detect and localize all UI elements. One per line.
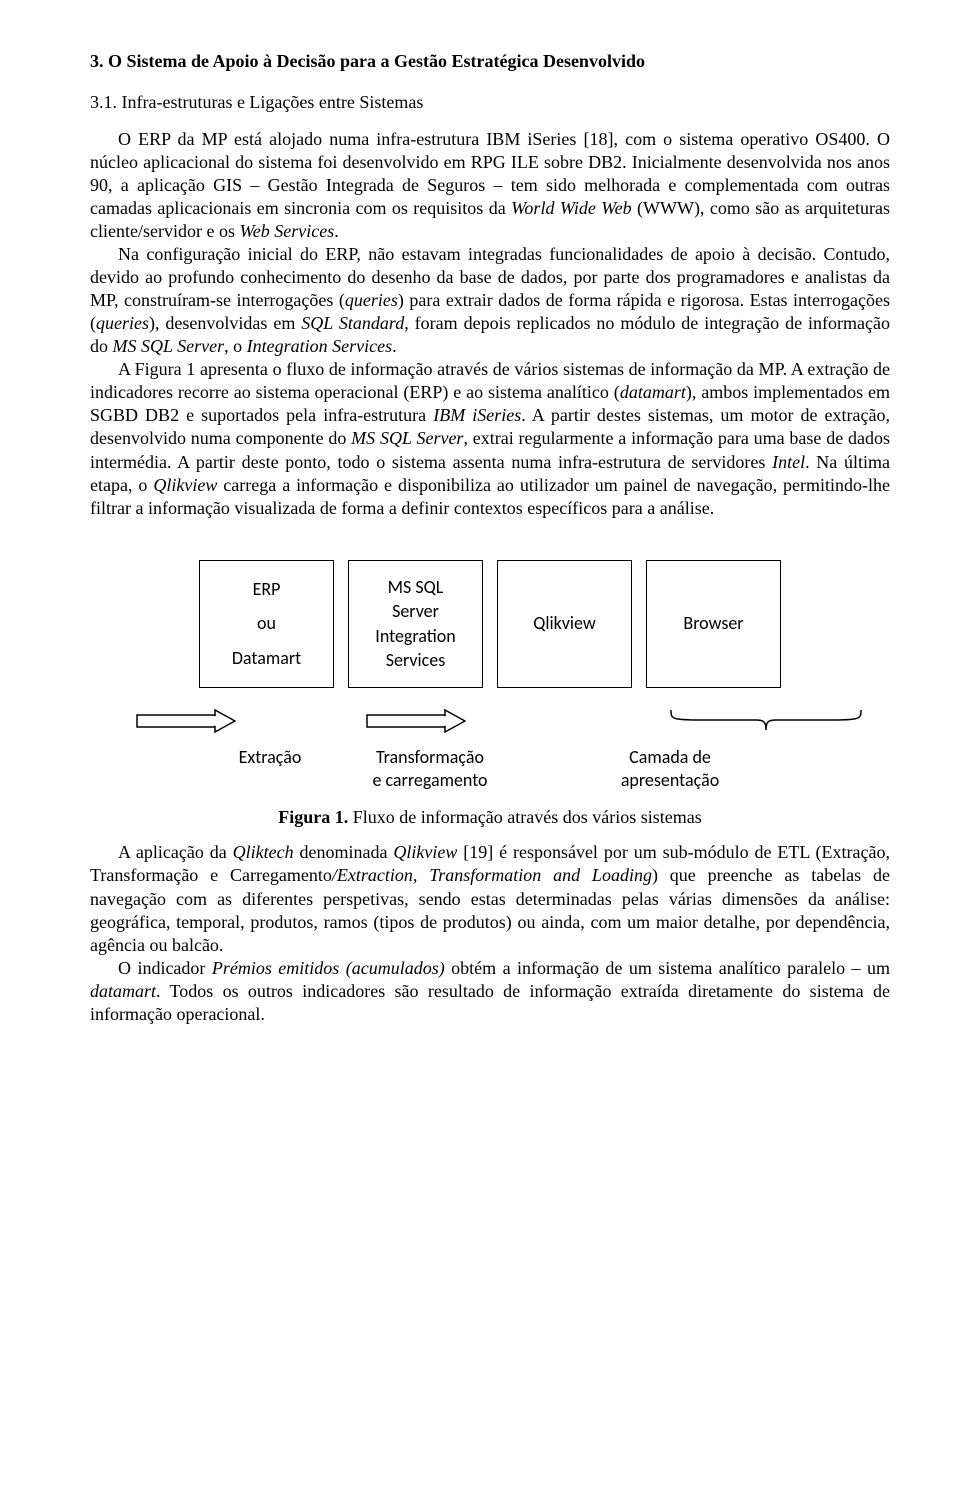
box2-text: MS SQL Server Integration Services [375,575,455,672]
box1-line2: ou [232,611,301,635]
figure-box-mssql: MS SQL Server Integration Services [348,560,483,688]
paragraph-1: O ERP da MP está alojado numa infra-estr… [90,128,890,243]
figure-box-browser: Browser [646,560,781,688]
paragraph-4: A aplicação da Qliktech denominada Qlikv… [90,841,890,956]
figure-1: ERP ou Datamart MS SQL Server Integratio… [90,560,890,793]
box3-text: Qlikview [533,611,596,635]
figure-boxes-row: ERP ou Datamart MS SQL Server Integratio… [199,560,781,688]
paragraph-2: Na configuração inicial do ERP, não esta… [90,243,890,358]
subsection-title: 3.1. Infra-estruturas e Ligações entre S… [90,91,890,114]
box4-text: Browser [683,611,743,635]
paragraph-5: O indicador Prémios emitidos (acumulados… [90,957,890,1026]
paragraph-3: A Figura 1 apresenta o fluxo de informaç… [90,358,890,519]
label-extraction: Extração [195,746,345,793]
arrow-transform-icon [366,708,466,740]
figure-arrows-row [114,708,866,740]
box1-line3: Datamart [232,646,301,670]
label-transform: Transformação e carregamento [345,746,515,793]
arrow-extraction-icon [136,708,236,740]
section-title: 3. O Sistema de Apoio à Decisão para a G… [90,50,890,73]
box1-line1: ERP [232,577,301,601]
figure-box-erp-datamart: ERP ou Datamart [199,560,334,688]
figure-caption-bold: Figura 1. [278,807,348,827]
figure-caption: Figura 1. Fluxo de informação através do… [90,806,890,829]
figure-caption-rest: Fluxo de informação através dos vários s… [348,807,701,827]
figure-labels-row: Extração Transformação e carregamento Ca… [195,746,785,793]
brace-presentation-icon [666,708,866,740]
label-presentation: Camada de apresentação [555,746,785,793]
figure-box-qlikview: Qlikview [497,560,632,688]
